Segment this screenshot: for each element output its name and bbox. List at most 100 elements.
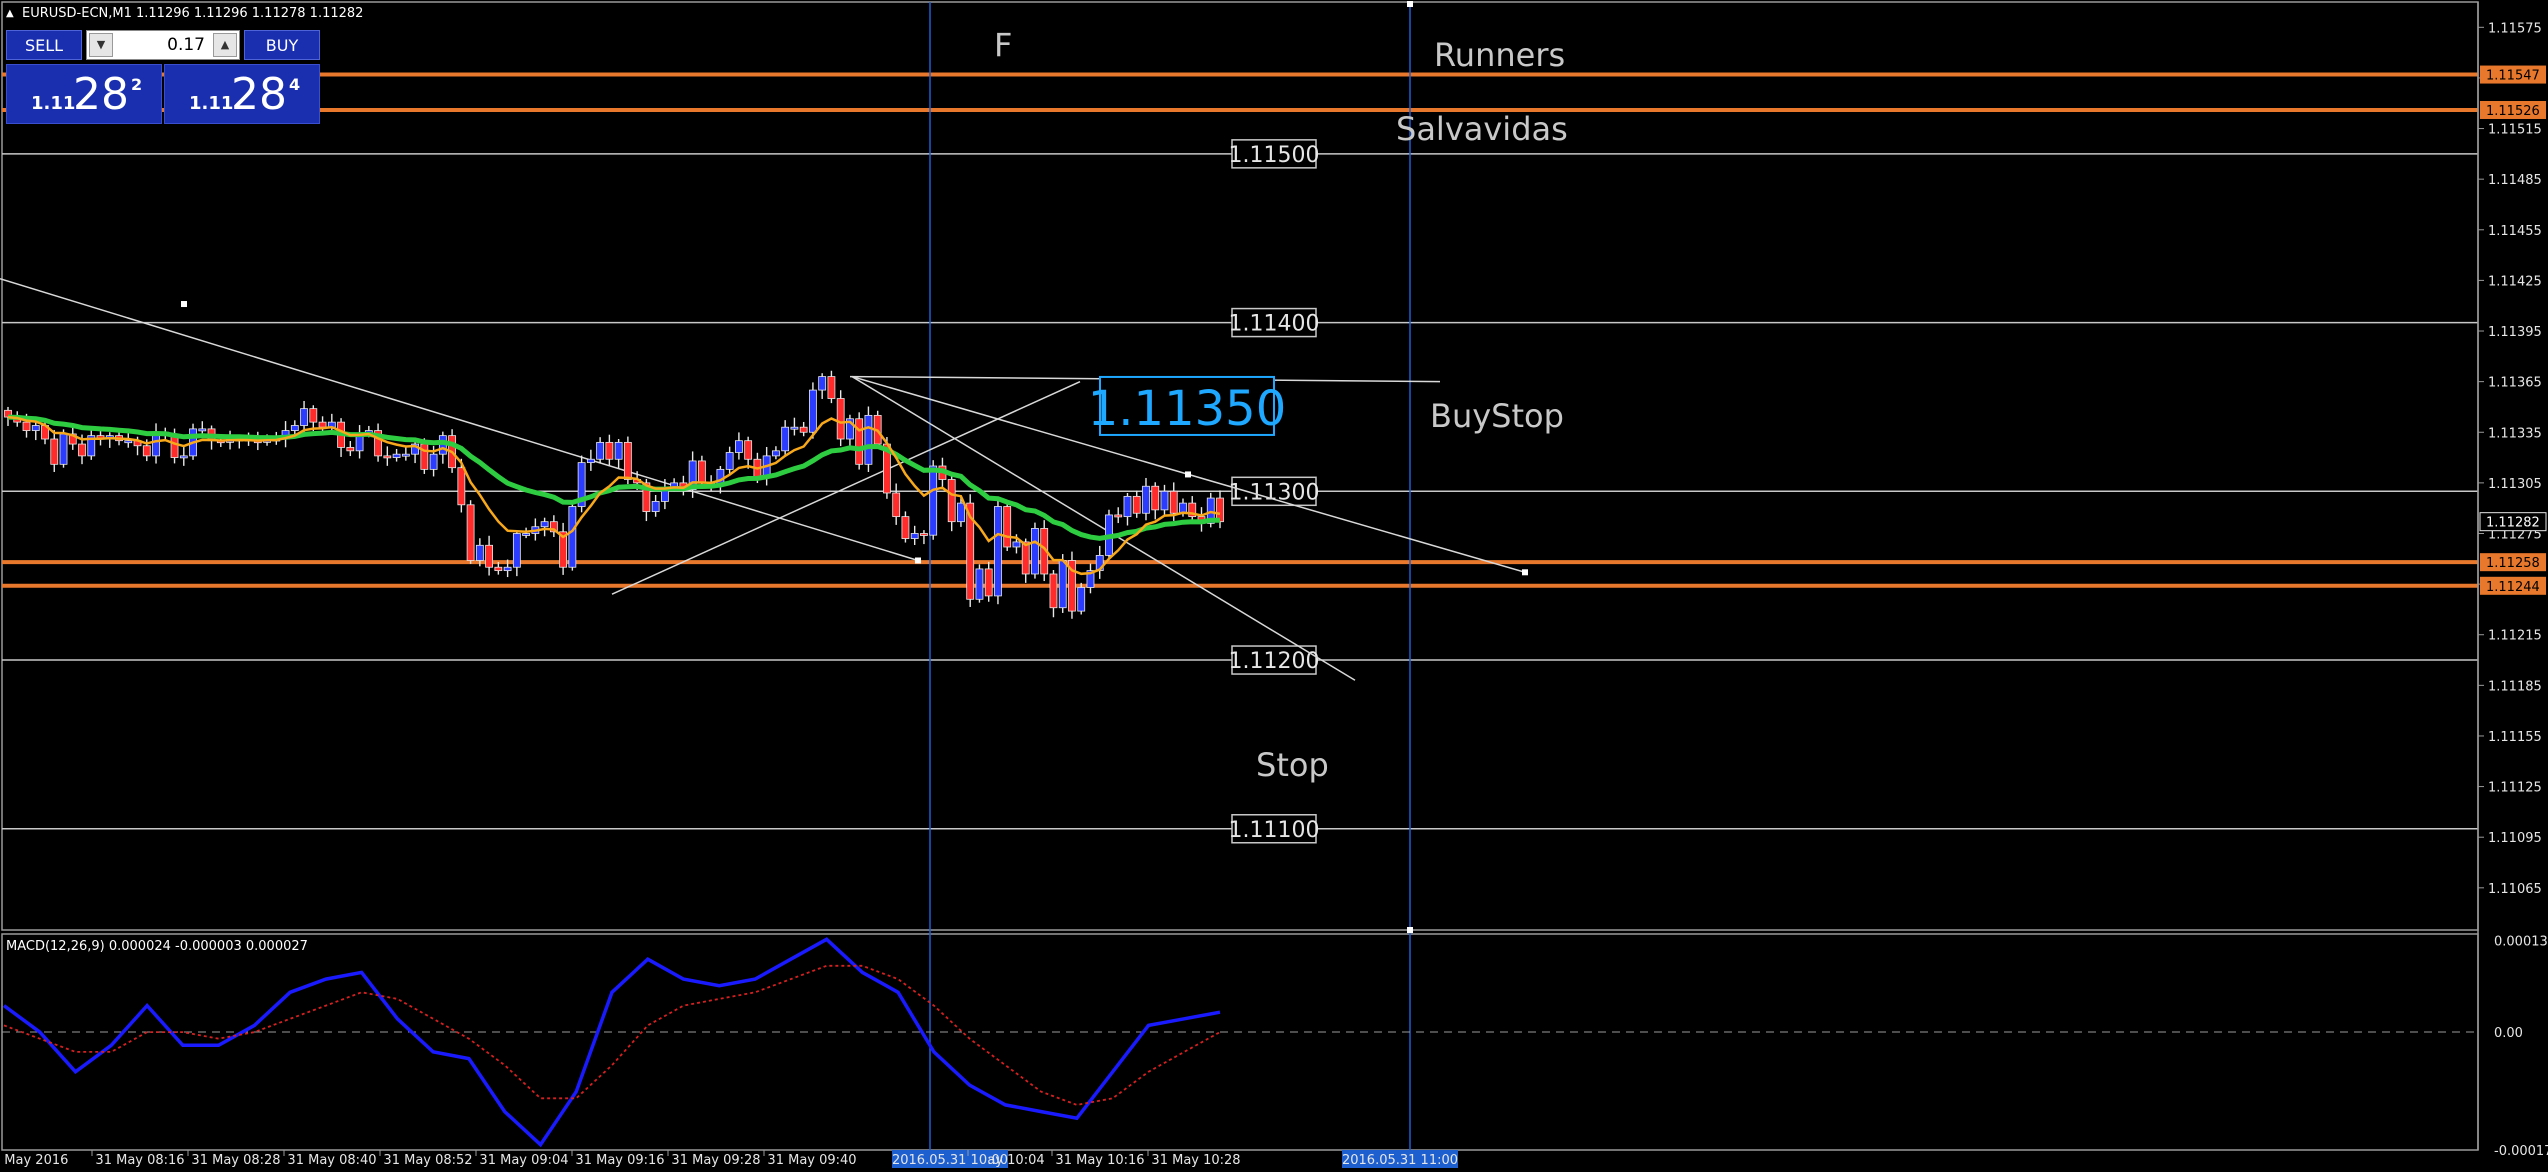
lot-size-stepper[interactable]: ▼ 0.17 ▲ — [86, 30, 240, 60]
candle-body — [457, 467, 466, 506]
candle-body — [494, 566, 503, 572]
uptrend-line — [611, 380, 1081, 595]
candle-body — [957, 502, 965, 523]
price-tick-label: 1.11215 — [2488, 629, 2542, 644]
time-tick-label: 31 May 08:16 — [95, 1153, 184, 1168]
candle-body — [799, 426, 808, 433]
price-tick-label: 1.11305 — [2488, 477, 2542, 492]
annotation-text: F — [994, 26, 1012, 64]
price-tick-label: 1.11095 — [2488, 831, 2542, 846]
fast-moving-average — [7, 415, 1221, 576]
candle-body — [22, 421, 31, 431]
buy-button[interactable]: BUY — [244, 30, 320, 60]
candle-body — [1114, 514, 1123, 518]
trendline-handle — [181, 301, 187, 308]
candle-body — [929, 465, 938, 536]
sell-quote[interactable]: 1.11 28 2 — [6, 64, 162, 124]
candle-body — [318, 421, 327, 428]
candle-body — [142, 445, 151, 457]
candle-body — [614, 441, 623, 460]
annotation-text: Stop — [1256, 746, 1329, 784]
signal-line — [3, 964, 1221, 1106]
level-price-tag-label: 1.11244 — [2486, 580, 2540, 595]
candle-body — [975, 568, 984, 600]
candle-body — [1086, 570, 1095, 588]
candle-body — [1068, 560, 1076, 612]
price-level-label: 1.11400 — [1229, 312, 1320, 337]
candle-body — [901, 516, 910, 539]
candle-body — [1123, 495, 1132, 518]
candle-body — [50, 438, 59, 465]
candle-body — [772, 450, 780, 457]
price-tick-label: 1.11485 — [2488, 173, 2542, 188]
buy-quote-prefix: 1.11 — [189, 93, 234, 114]
header-menu-icon[interactable]: ▲ — [6, 8, 14, 19]
candle-body — [1012, 541, 1021, 548]
candle-body — [744, 440, 753, 460]
time-highlight-tag — [892, 1150, 1008, 1168]
candle-body — [170, 435, 179, 458]
candle-body — [1031, 528, 1039, 575]
annotation-text: Runners — [1434, 36, 1565, 74]
candle-body — [1058, 560, 1067, 609]
trendline-handle — [915, 557, 921, 564]
price-level-label-box — [1231, 139, 1317, 169]
price-tick-label: 1.11275 — [2488, 527, 2542, 542]
candle-body — [68, 433, 77, 445]
chevron-up-icon[interactable]: ▲ — [213, 33, 237, 57]
sell-quote-pips: 28 — [73, 69, 129, 120]
candle-body — [429, 453, 438, 470]
sell-quote-fraction: 2 — [131, 75, 143, 94]
candle-body — [892, 492, 901, 518]
buy-quote-fraction: 4 — [289, 75, 301, 94]
time-tick-label: 31 May 09:16 — [575, 1153, 664, 1168]
price-level-label: 1.11500 — [1229, 143, 1320, 168]
vertical-line-handle — [1407, 1, 1413, 7]
candle-body — [984, 568, 993, 597]
price-level-label-box — [1231, 814, 1317, 844]
candle-body — [790, 426, 799, 430]
candle-body — [198, 428, 207, 432]
price-level-label-box — [1231, 307, 1317, 338]
candle-body — [1216, 497, 1224, 523]
candle-body — [1077, 587, 1086, 612]
candle-body — [549, 521, 558, 533]
lot-size-value[interactable]: 0.17 — [167, 35, 205, 55]
candle-body — [688, 460, 697, 491]
sell-button[interactable]: SELL — [6, 30, 82, 60]
candle-body — [475, 544, 484, 561]
level-price-tag — [2480, 100, 2546, 119]
current-price-tag — [2479, 512, 2547, 532]
vertical-time-lines — [929, 1, 1413, 1150]
price-level-label-box — [1231, 645, 1317, 675]
price-level-label: 1.11100 — [1229, 818, 1320, 843]
candle-body — [179, 455, 188, 459]
candle-body — [809, 389, 817, 433]
trendline-handle — [1185, 471, 1191, 478]
level-price-tag-label: 1.11547 — [2486, 69, 2540, 84]
candle-body — [4, 409, 12, 418]
candle-body — [78, 443, 86, 457]
candle-body — [124, 440, 133, 444]
candle-body — [910, 533, 919, 539]
annotation-text: Salvavidas — [1396, 110, 1568, 148]
price-level-label: 1.11200 — [1229, 649, 1320, 674]
candle-body — [947, 479, 956, 523]
candle-body — [383, 455, 392, 459]
candle-body — [346, 447, 355, 452]
price-tick-label: 1.11185 — [2488, 679, 2542, 694]
candle-body — [300, 408, 308, 426]
price-level-label-box — [1231, 476, 1317, 507]
macd-line — [2, 937, 1221, 1148]
buy-quote[interactable]: 1.11 28 4 — [164, 64, 320, 124]
horizontal-levels: 1.11500 1.11400 1.11300 1.11200 1.11100 — [2, 72, 2478, 844]
chevron-down-icon[interactable]: ▼ — [89, 33, 113, 57]
trendlines — [0, 277, 1528, 681]
level-price-tag — [2480, 65, 2546, 84]
level-price-tag-label: 1.11258 — [2486, 556, 2540, 571]
candle-body — [540, 521, 549, 528]
candle-body — [290, 425, 299, 431]
candle-body — [623, 441, 632, 480]
candle-body — [1151, 485, 1160, 511]
